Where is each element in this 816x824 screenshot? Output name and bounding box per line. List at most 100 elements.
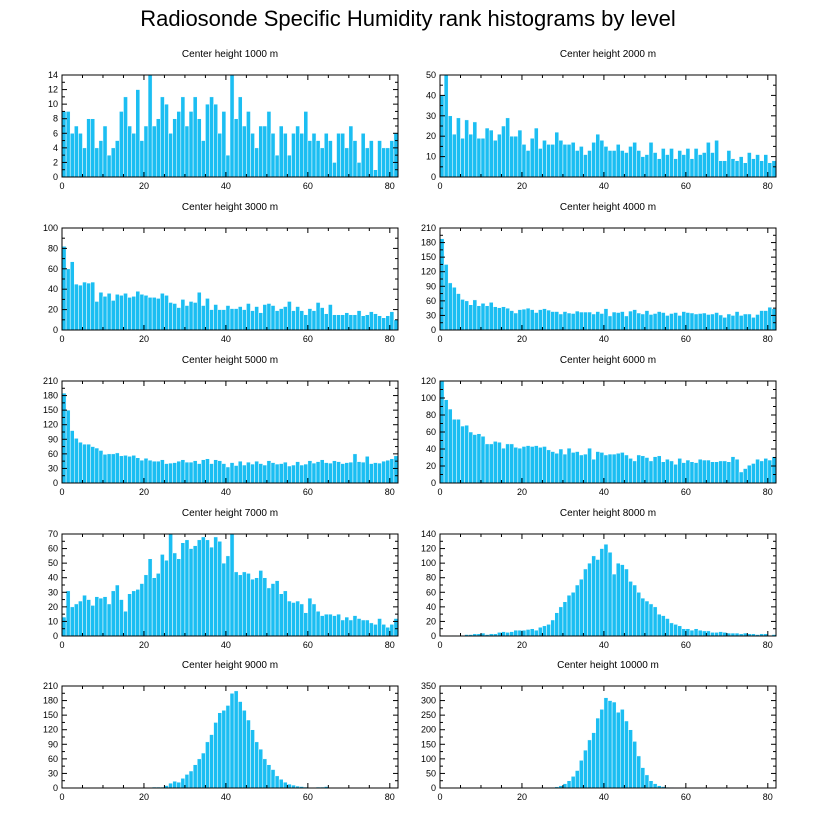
histogram-bar: [348, 314, 354, 331]
histogram-bar: [344, 147, 350, 178]
histogram-bar: [505, 443, 510, 484]
x-tick-label: 0: [59, 487, 64, 497]
histogram-bar: [205, 539, 210, 637]
histogram-bar: [201, 459, 206, 484]
histogram-bar: [340, 314, 345, 331]
histogram-bar: [123, 96, 128, 178]
histogram-bar: [693, 462, 699, 484]
histogram-bar: [352, 615, 358, 637]
histogram-bar: [579, 146, 584, 178]
histogram-bar: [94, 147, 100, 178]
histogram-bar: [767, 459, 773, 484]
histogram-bar: [74, 438, 79, 484]
histogram-bar: [714, 312, 719, 331]
histogram-bar: [521, 629, 527, 637]
histogram-bar: [78, 284, 83, 331]
histogram-bar: [636, 755, 642, 789]
histogram-bar: [706, 630, 711, 637]
histogram-bar: [447, 282, 453, 331]
histogram-bar: [562, 601, 568, 637]
histogram-bar: [307, 308, 313, 331]
histogram-bar: [656, 455, 662, 484]
y-tick-label: 0: [53, 783, 58, 793]
histogram-bar: [611, 150, 617, 178]
histogram-bar: [763, 154, 769, 178]
histogram-bar: [106, 154, 112, 178]
histogram-bar: [574, 150, 580, 178]
histogram-bar: [574, 310, 580, 331]
histogram-bar: [360, 133, 366, 178]
histogram-bar: [751, 317, 756, 331]
y-tick-label: 210: [421, 223, 436, 233]
histogram-bar: [213, 459, 218, 484]
histogram-bar: [443, 74, 449, 178]
histogram-bar: [517, 629, 523, 637]
histogram-bar: [521, 144, 527, 178]
histogram-bar: [497, 632, 502, 637]
histogram-bar: [632, 741, 637, 789]
histogram-bar: [681, 462, 687, 484]
x-tick-label: 60: [681, 640, 691, 650]
histogram-bar: [295, 600, 300, 637]
histogram-bar: [323, 613, 329, 637]
histogram-bar: [759, 310, 764, 331]
histogram-bar: [611, 573, 617, 637]
histogram-bar: [525, 307, 531, 331]
histogram-bar: [237, 96, 243, 178]
panel-2: 0 20 40 60 80 0 10 20 30 40 50 Center height 2000 m: [426, 49, 777, 191]
histogram-bar: [168, 462, 173, 484]
histogram-bar: [278, 308, 284, 331]
histogram-bar: [303, 612, 309, 637]
histogram-bar: [443, 399, 449, 484]
histogram-bar: [172, 118, 177, 178]
histogram-bar: [513, 629, 519, 637]
histogram-bar: [389, 458, 395, 484]
histogram-bar: [542, 446, 547, 484]
x-tick-label: 80: [385, 487, 395, 497]
y-tick-label: 90: [48, 739, 58, 749]
y-tick-label: 14: [48, 70, 58, 80]
x-tick-label: 20: [139, 334, 149, 344]
histogram-bar: [151, 460, 157, 484]
histogram-bar: [632, 460, 637, 484]
histogram-bar: [624, 720, 629, 789]
histogram-bar: [348, 461, 354, 484]
y-tick-label: 0: [53, 325, 58, 335]
histogram-bar: [209, 546, 214, 637]
x-tick-label: 40: [599, 487, 609, 497]
x-tick-label: 40: [221, 640, 231, 650]
panel-9: 0 20 40 60 80 0 30 60 90 120 150 180 210 Center heigh…: [43, 660, 399, 802]
histogram-bar: [221, 710, 227, 789]
x-tick-label: 0: [59, 334, 64, 344]
histogram-bar: [771, 160, 777, 178]
y-tick-label: 12: [48, 85, 58, 95]
histogram-bar: [344, 312, 350, 331]
histogram-bar: [332, 460, 337, 484]
histogram-bar: [385, 315, 391, 331]
histogram-bar: [546, 144, 551, 178]
histogram-bar: [254, 460, 259, 484]
histogram-bar: [566, 594, 572, 637]
histogram-bar: [90, 281, 96, 331]
y-tick-label: 120: [421, 267, 436, 277]
histogram-bar: [360, 461, 366, 484]
histogram-bar: [689, 461, 695, 484]
histogram-bar: [722, 160, 728, 178]
histogram-bar: [278, 593, 284, 637]
histogram-bar: [648, 460, 654, 484]
histogram-bar: [98, 597, 104, 637]
histogram-bar: [542, 625, 547, 637]
histogram-bar: [201, 536, 206, 637]
histogram-bar: [591, 732, 596, 789]
histogram-bar: [155, 460, 161, 484]
histogram-bar: [270, 133, 276, 178]
histogram-bar: [583, 749, 588, 789]
histogram-bar: [176, 307, 182, 331]
histogram-bar: [566, 312, 572, 331]
histogram-bar: [747, 313, 752, 331]
histogram-bar: [385, 459, 391, 484]
histogram-bar: [344, 616, 350, 637]
histogram-bar: [225, 154, 231, 178]
y-tick-label: 120: [421, 544, 436, 554]
x-tick-label: 20: [139, 487, 149, 497]
